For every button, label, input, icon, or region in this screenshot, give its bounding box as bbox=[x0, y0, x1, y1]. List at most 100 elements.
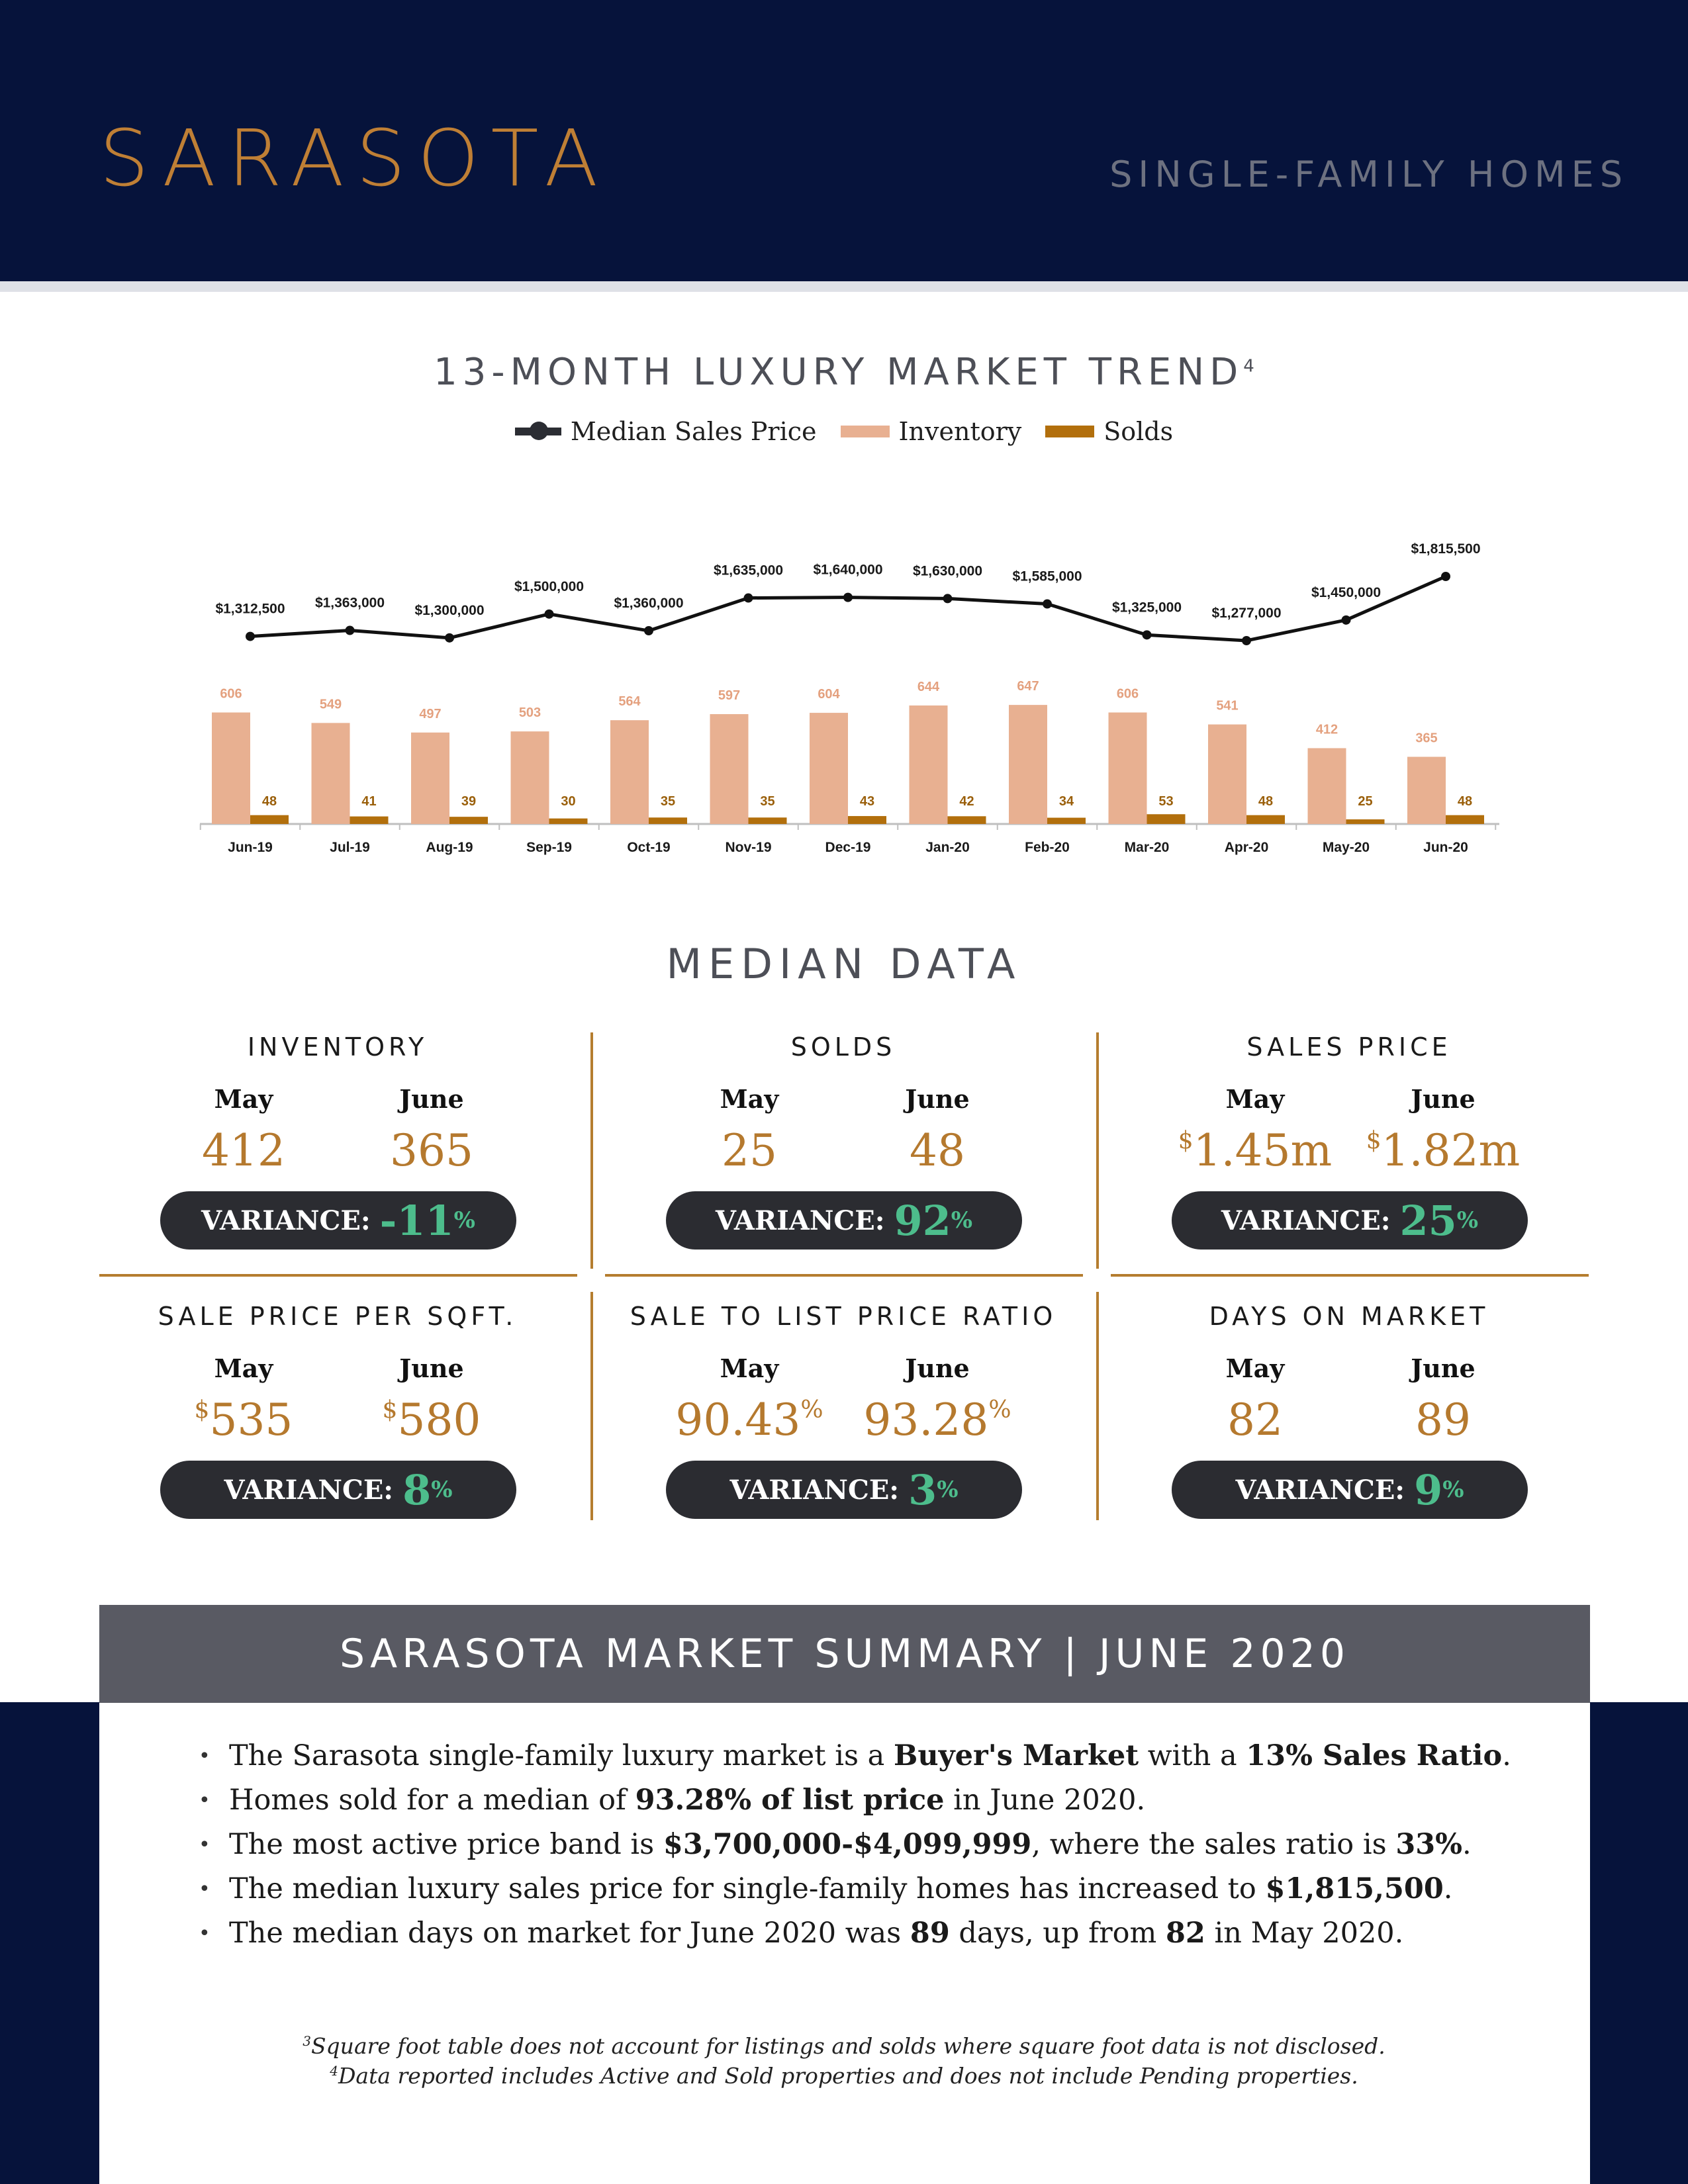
x-tick-label: Jan-20 bbox=[925, 840, 970, 855]
legend-label: Inventory bbox=[898, 417, 1022, 446]
median-price-data-label: $1,630,000 bbox=[913, 563, 982, 578]
inventory-data-label: 597 bbox=[718, 688, 740, 703]
summary-title-bar: SARASOTA MARKET SUMMARY | JUNE 2020 bbox=[99, 1605, 1590, 1703]
legend-line-marker bbox=[514, 422, 561, 440]
stat-card-title: SALE TO LIST PRICE RATIO bbox=[630, 1302, 1057, 1331]
footnote-text: Data reported includes Active and Sold p… bbox=[338, 2063, 1358, 2089]
median-price-data-label: $1,325,000 bbox=[1112, 600, 1182, 615]
median-price-point bbox=[943, 594, 953, 604]
median-price-data-label: $1,585,000 bbox=[1012, 569, 1082, 584]
variance-value: 9 bbox=[1414, 1465, 1443, 1514]
x-tick-label: Feb-20 bbox=[1025, 840, 1070, 855]
x-tick-label: Jul-19 bbox=[330, 840, 370, 855]
bullet-highlight: 89 bbox=[910, 1917, 950, 1950]
variance-label: VARIANCE: bbox=[201, 1205, 371, 1236]
x-tick-label: Aug-19 bbox=[426, 840, 473, 855]
month-label-june: June bbox=[1411, 1084, 1476, 1114]
median-price-data-label: $1,277,000 bbox=[1211, 606, 1281, 621]
may-value: 412 bbox=[144, 1125, 343, 1176]
solds-bar bbox=[748, 817, 787, 824]
variance-value: 8 bbox=[402, 1465, 432, 1514]
median-price-point bbox=[1341, 615, 1351, 625]
value-suffix: % bbox=[988, 1396, 1011, 1424]
footnote-3: 3Square foot table does not account for … bbox=[0, 2033, 1688, 2059]
column-divider bbox=[590, 1292, 593, 1520]
solds-bar bbox=[649, 817, 687, 824]
solds-data-label: 43 bbox=[860, 794, 874, 809]
row-divider bbox=[1111, 1274, 1589, 1277]
variance-value: 25 bbox=[1399, 1196, 1457, 1245]
june-value-number: 48 bbox=[910, 1125, 965, 1176]
median-price-data-label: $1,635,000 bbox=[714, 563, 783, 578]
solds-data-label: 34 bbox=[1059, 794, 1074, 809]
median-price-point bbox=[1441, 572, 1450, 581]
inventory-data-label: 497 bbox=[419, 707, 441, 721]
row-divider bbox=[605, 1274, 1083, 1277]
inventory-data-label: 564 bbox=[618, 694, 641, 709]
median-price-data-label: $1,312,500 bbox=[215, 602, 285, 617]
property-type-subtitle: SINGLE-FAMILY HOMES bbox=[1109, 154, 1628, 195]
legend-label: Solds bbox=[1103, 417, 1174, 446]
bullet-text: , where the sales ratio is bbox=[1031, 1828, 1396, 1861]
stat-card: SALES PRICE May June $1.45m $1.82m VARIANCE: 2… bbox=[1111, 1026, 1587, 1291]
inventory-data-label: 365 bbox=[1415, 731, 1437, 746]
solds-data-label: 48 bbox=[262, 794, 277, 809]
bullet-highlight: 33% bbox=[1395, 1828, 1463, 1861]
solds-data-label: 48 bbox=[1458, 794, 1472, 809]
summary-bullet: The median luxury sales price for single… bbox=[199, 1867, 1523, 1911]
inventory-bar bbox=[909, 705, 948, 824]
bullet-text: . bbox=[1462, 1828, 1472, 1861]
bullet-text: The most active price band is bbox=[229, 1828, 663, 1861]
inventory-bar bbox=[311, 723, 350, 824]
median-price-data-label: $1,640,000 bbox=[813, 563, 882, 578]
footnote-mark: 4 bbox=[330, 2063, 338, 2079]
stat-card-title: SOLDS bbox=[790, 1032, 896, 1062]
solds-data-label: 48 bbox=[1258, 794, 1273, 809]
bullet-text: days, up from bbox=[949, 1917, 1166, 1950]
x-tick-label: Apr-20 bbox=[1225, 840, 1269, 855]
city-title: SARASOTA bbox=[99, 113, 610, 204]
footnote-mark: 3 bbox=[303, 2033, 311, 2049]
column-divider bbox=[1096, 1292, 1099, 1520]
stat-card-title: DAYS ON MARKET bbox=[1209, 1302, 1489, 1331]
column-divider bbox=[590, 1032, 593, 1269]
variance-percent-sign: % bbox=[1442, 1477, 1464, 1503]
june-value: 365 bbox=[332, 1125, 531, 1176]
value-prefix: $ bbox=[194, 1396, 210, 1424]
summary-title: SARASOTA MARKET SUMMARY | JUNE 2020 bbox=[339, 1631, 1350, 1677]
bullet-text: Homes sold for a median of bbox=[229, 1784, 635, 1817]
variance-percent-sign: % bbox=[1456, 1207, 1479, 1234]
june-value-number: 1.82m bbox=[1381, 1125, 1521, 1176]
inventory-data-label: 644 bbox=[917, 680, 940, 694]
june-value-number: 93.28 bbox=[863, 1394, 989, 1445]
inventory-bar bbox=[710, 714, 749, 824]
variance-label: VARIANCE: bbox=[224, 1474, 394, 1506]
solds-bar bbox=[350, 816, 389, 824]
median-data-title: MEDIAN DATA bbox=[666, 940, 1022, 988]
solds-data-label: 42 bbox=[959, 794, 974, 809]
median-price-point bbox=[743, 593, 753, 603]
inventory-bar bbox=[1108, 712, 1147, 824]
variance-pill: VARIANCE: 8% bbox=[160, 1461, 516, 1519]
value-prefix: $ bbox=[1366, 1127, 1382, 1154]
month-label-june: June bbox=[1411, 1353, 1476, 1383]
summary-bullet-list: The Sarasota single-family luxury market… bbox=[199, 1734, 1523, 1956]
variance-percent-sign: % bbox=[453, 1207, 475, 1234]
month-label-may: May bbox=[720, 1353, 779, 1383]
solds-bar bbox=[250, 815, 289, 824]
x-tick-label: Nov-19 bbox=[725, 840, 771, 855]
variance-pill: VARIANCE: 3% bbox=[666, 1461, 1022, 1519]
inventory-data-label: 606 bbox=[1117, 687, 1139, 702]
bullet-text: The Sarasota single-family luxury market… bbox=[229, 1739, 894, 1772]
bullet-highlight: 13% Sales Ratio bbox=[1246, 1739, 1503, 1772]
median-price-point bbox=[544, 609, 554, 619]
x-tick-label: Oct-19 bbox=[627, 840, 670, 855]
month-label-june: June bbox=[905, 1353, 970, 1383]
inventory-bar bbox=[212, 712, 250, 824]
footnote-text: Square foot table does not account for l… bbox=[310, 2033, 1385, 2059]
chart-legend: Median Sales Price Inventory Solds bbox=[0, 417, 1688, 446]
inventory-bar bbox=[1307, 748, 1346, 824]
june-value: 48 bbox=[838, 1125, 1037, 1176]
value-prefix: $ bbox=[1178, 1127, 1194, 1154]
x-tick-label: Dec-19 bbox=[825, 840, 871, 855]
